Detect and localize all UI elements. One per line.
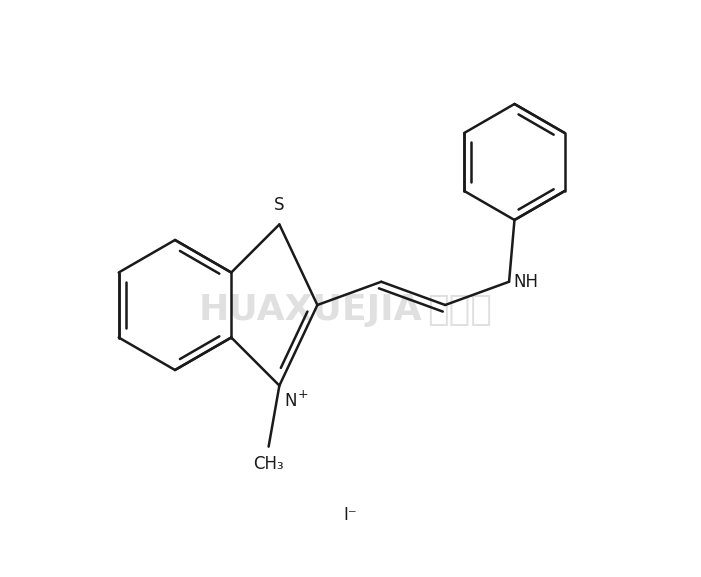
- Text: HUAXUEJIA: HUAXUEJIA: [198, 293, 422, 327]
- Text: CH₃: CH₃: [253, 455, 284, 473]
- Text: 化学加: 化学加: [428, 293, 492, 327]
- Text: NH: NH: [513, 273, 538, 291]
- Text: N: N: [285, 392, 297, 410]
- Text: +: +: [297, 388, 308, 400]
- Text: I⁻: I⁻: [343, 506, 357, 524]
- Text: S: S: [274, 196, 285, 215]
